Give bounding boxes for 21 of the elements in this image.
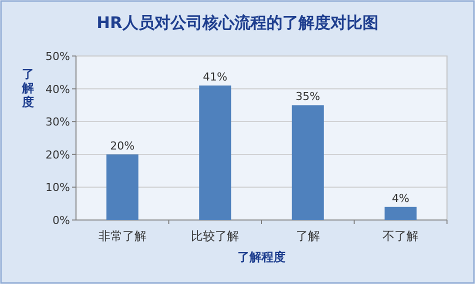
y-tick-label: 10% [46, 181, 70, 194]
bar [384, 206, 417, 220]
y-tick-label: 30% [46, 116, 70, 129]
y-tick-label: 50% [46, 50, 70, 63]
data-label: 41% [202, 70, 228, 84]
bar [199, 86, 232, 220]
bar [292, 105, 324, 220]
y-tick-label: 40% [46, 82, 70, 96]
data-label: 35% [296, 90, 320, 104]
chart-title: HR人员对公司核心流程的了解度对比图 [96, 13, 378, 32]
y-tick-label: 20% [46, 148, 70, 162]
x-tick-label: 了解 [296, 229, 320, 243]
x-axis-title: 了解程度 [238, 250, 286, 264]
y-axis-title: 了解度 [21, 67, 34, 109]
data-label: 20% [110, 139, 135, 152]
y-tick-label: 0% [52, 214, 70, 227]
bar [106, 154, 138, 220]
data-label: 4% [392, 192, 410, 205]
x-tick-label: 非常了解 [98, 229, 146, 243]
x-tick-label: 比较了解 [191, 229, 240, 243]
x-tick-label: 不了解 [382, 229, 419, 243]
